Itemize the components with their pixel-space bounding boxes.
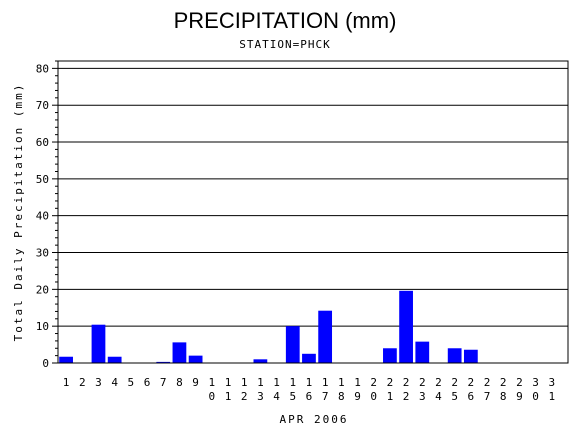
bar-day-17 (318, 310, 333, 363)
bar-day-8 (172, 342, 187, 363)
chart-subtitle: STATION=PHCK (239, 38, 330, 51)
bar-day-1 (59, 356, 73, 363)
y-tick-label: 10 (36, 320, 49, 333)
y-tick-label: 30 (36, 247, 49, 260)
y-tick-label: 20 (36, 283, 49, 296)
y-tick-label: 0 (42, 357, 49, 370)
bar-day-9 (188, 355, 203, 363)
bar-day-25 (447, 348, 462, 363)
bar-day-22 (399, 290, 413, 363)
bar-day-26 (463, 349, 478, 363)
y-tick-label: 60 (36, 136, 49, 149)
x-tick-label: 4 (111, 376, 118, 389)
bar-day-4 (107, 356, 122, 363)
bar-day-16 (302, 353, 316, 363)
x-tick-label: 5 (128, 376, 135, 389)
bar-day-23 (415, 341, 430, 363)
grid-lines (58, 67, 568, 327)
plot-frame (57, 60, 569, 364)
x-tick-label: 8 (176, 376, 183, 389)
y-tick-label: 50 (36, 173, 49, 186)
x-tick-label: 1 (63, 376, 70, 389)
x-tick-label: 2 (79, 376, 86, 389)
bars-group (59, 290, 478, 363)
bar-day-13 (253, 359, 268, 363)
y-tick-label: 40 (36, 210, 49, 223)
y-axis-label: Total Daily Precipitation (mm) (12, 83, 25, 342)
y-tick-label: 70 (36, 99, 49, 112)
x-tick-label: 6 (144, 376, 151, 389)
chart-title: PRECIPITATION (mm) (174, 8, 397, 33)
y-tick-label: 80 (36, 62, 49, 75)
bar-day-3 (91, 324, 106, 363)
y-axis: 0 10 20 30 40 50 60 70 80 (36, 60, 58, 370)
bar-day-7 (156, 361, 171, 363)
bar-day-21 (383, 348, 397, 363)
x-axis: 1 2 3 4 5 6 7 8 9 1 01 11 21 31 41 51 61 71 81 92 02 12 22 32 42… (63, 376, 555, 403)
x-tick-label: 7 (160, 376, 167, 389)
x-tick-label: 9 (192, 376, 199, 389)
bar-day-15 (285, 326, 300, 363)
x-tick-label: 3 (95, 376, 102, 389)
x-axis-label: APR 2006 (280, 413, 349, 426)
